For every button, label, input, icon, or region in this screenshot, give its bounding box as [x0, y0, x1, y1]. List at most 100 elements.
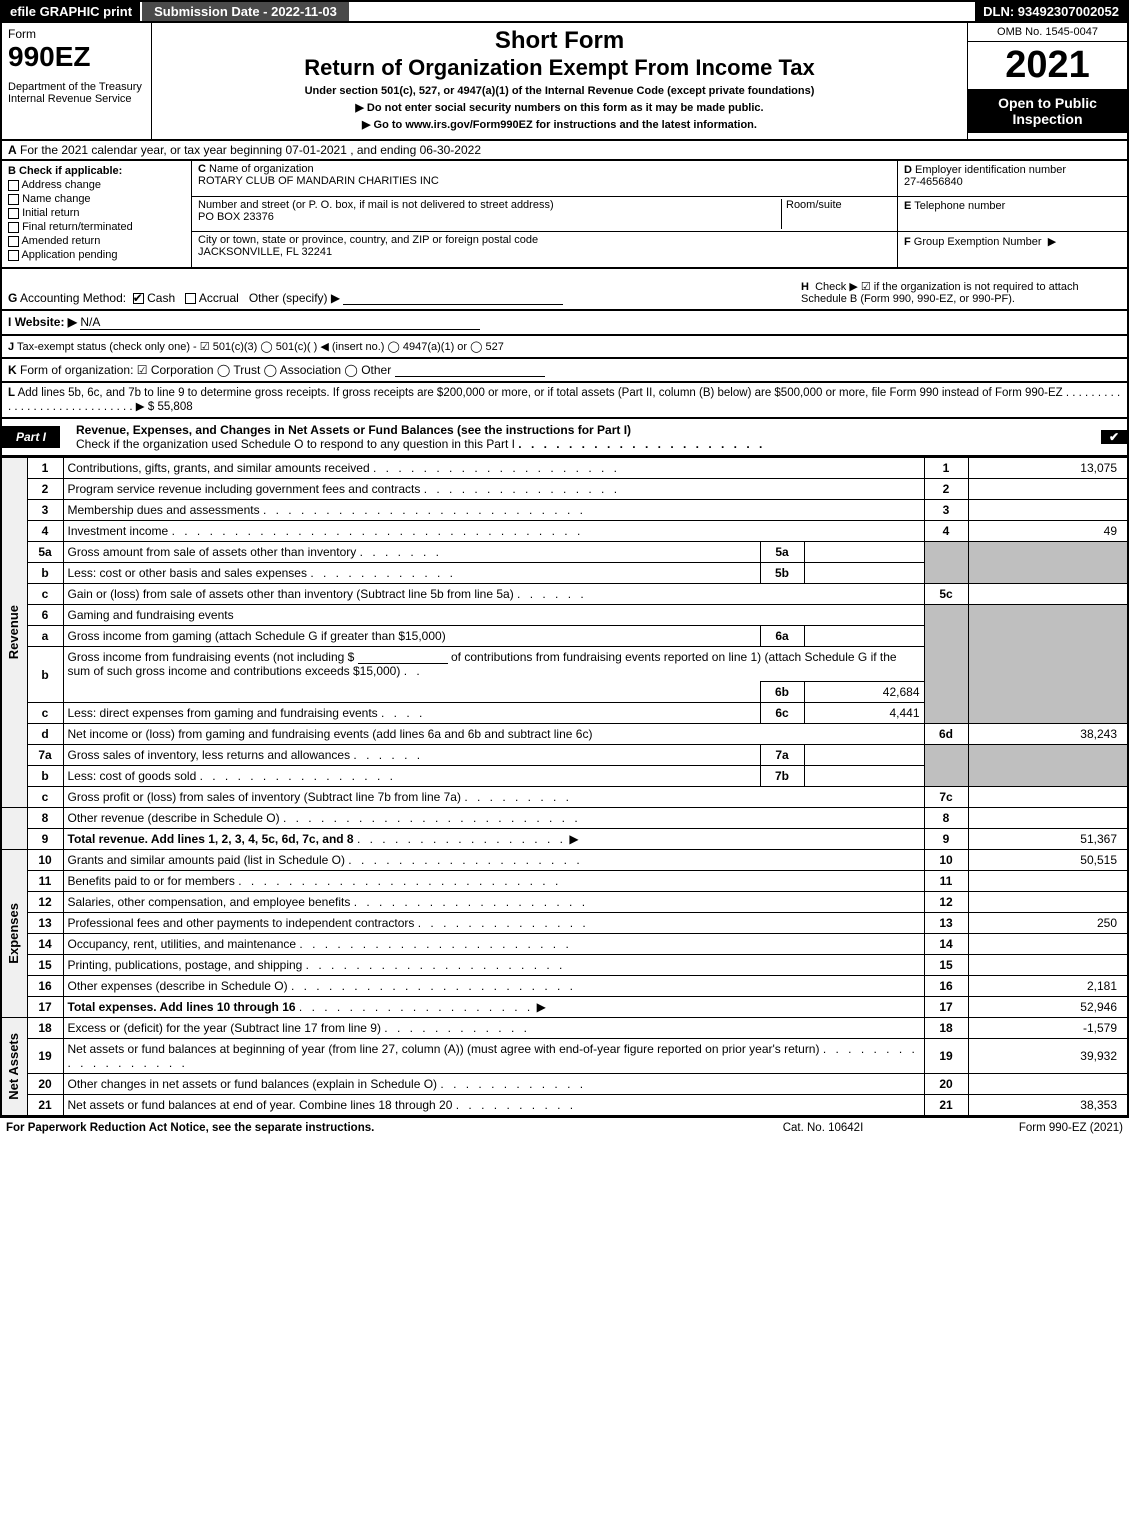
g-accrual: Accrual	[199, 291, 239, 305]
line-6b-contrib-input[interactable]	[358, 650, 448, 664]
line-6-desc: Gaming and fundraising events	[63, 605, 924, 626]
d-label: Employer identification number	[915, 164, 1066, 176]
line-21-desc: Net assets or fund balances at end of ye…	[68, 1098, 453, 1112]
row-k: K Form of organization: ☑ Corporation ◯ …	[0, 359, 1129, 383]
line-7b-desc: Less: cost of goods sold	[68, 769, 197, 783]
line-18-desc: Excess or (deficit) for the year (Subtra…	[68, 1021, 381, 1035]
footer-left: For Paperwork Reduction Act Notice, see …	[6, 1122, 723, 1134]
header-sub3[interactable]: ▶ Go to www.irs.gov/Form990EZ for instru…	[160, 118, 959, 131]
footer-right: Form 990-EZ (2021)	[923, 1122, 1123, 1134]
tax-year: 2021	[968, 42, 1127, 89]
part1-header: Part I Revenue, Expenses, and Changes in…	[0, 419, 1129, 457]
block-c: C Name of organization ROTARY CLUB OF MA…	[192, 161, 897, 267]
line-16-desc: Other expenses (describe in Schedule O)	[68, 979, 288, 993]
l-value: 55,808	[157, 401, 192, 413]
topbar: efile GRAPHIC print Submission Date - 20…	[0, 0, 1129, 23]
line-11-amt	[968, 871, 1128, 892]
b-header: Check if applicable:	[19, 165, 122, 177]
line-10-desc: Grants and similar amounts paid (list in…	[68, 853, 345, 867]
submission-date: Submission Date - 2022-11-03	[140, 2, 349, 21]
line-5a-val	[804, 542, 924, 563]
chk-name-change[interactable]: Name change	[8, 193, 185, 205]
page-footer: For Paperwork Reduction Act Notice, see …	[0, 1117, 1129, 1138]
line-7c-desc: Gross profit or (loss) from sales of inv…	[68, 790, 461, 804]
f-arrow: ▶	[1048, 236, 1056, 248]
line-5c-desc: Gain or (loss) from sale of assets other…	[68, 587, 514, 601]
line-6c-desc: Less: direct expenses from gaming and fu…	[68, 706, 378, 720]
website-value: N/A	[80, 315, 480, 330]
line-16-amt: 2,181	[968, 976, 1128, 997]
line-20-desc: Other changes in net assets or fund bala…	[68, 1077, 438, 1091]
room-suite-label: Room/suite	[781, 199, 891, 230]
k-other-input[interactable]	[395, 363, 545, 377]
line-6a-desc: Gross income from gaming (attach Schedul…	[68, 629, 446, 643]
row-l: L Add lines 5b, 6c, and 7b to line 9 to …	[0, 383, 1129, 419]
line-5b-val	[804, 563, 924, 584]
chk-accrual[interactable]	[185, 293, 196, 304]
line-12-desc: Salaries, other compensation, and employ…	[68, 895, 351, 909]
org-address: PO BOX 23376	[198, 211, 274, 223]
line-a: A For the 2021 calendar year, or tax yea…	[0, 141, 1129, 161]
line-15-amt	[968, 955, 1128, 976]
ein-value: 27-4656840	[904, 176, 963, 188]
line-6d-amt: 38,243	[968, 724, 1128, 745]
f-label: Group Exemption Number	[914, 236, 1042, 248]
line-6c-val: 4,441	[804, 703, 924, 724]
g-other: Other (specify) ▶	[249, 291, 340, 305]
efile-print-label[interactable]: efile GRAPHIC print	[2, 2, 140, 21]
g-cash: Cash	[147, 291, 175, 305]
line-14-desc: Occupancy, rent, utilities, and maintena…	[68, 937, 297, 951]
chk-address-change[interactable]: Address change	[8, 179, 185, 191]
form-header: Form 990EZ Department of the Treasury In…	[0, 23, 1129, 141]
org-city: JACKSONVILLE, FL 32241	[198, 246, 332, 258]
line-7a-val	[804, 745, 924, 766]
return-title: Return of Organization Exempt From Incom…	[160, 55, 959, 81]
header-sub1: Under section 501(c), 527, or 4947(a)(1)…	[160, 85, 959, 97]
chk-initial-return[interactable]: Initial return	[8, 207, 185, 219]
line-14-amt	[968, 934, 1128, 955]
i-label: Website: ▶	[15, 315, 77, 329]
line-13-desc: Professional fees and other payments to …	[68, 916, 415, 930]
c-addr-label: Number and street (or P. O. box, if mail…	[198, 199, 554, 211]
line-7c-amt	[968, 787, 1128, 808]
line-3-amt	[968, 500, 1128, 521]
part1-tab: Part I	[2, 426, 60, 448]
form-word: Form	[8, 27, 145, 41]
line-10-amt: 50,515	[968, 850, 1128, 871]
line-18-amt: -1,579	[968, 1018, 1128, 1039]
expenses-label: Expenses	[6, 899, 21, 968]
line-9-desc: Total revenue. Add lines 1, 2, 3, 4, 5c,…	[68, 832, 354, 846]
line-19-desc: Net assets or fund balances at beginning…	[68, 1042, 820, 1056]
line-17-amt: 52,946	[968, 997, 1128, 1018]
line-5b-desc: Less: cost or other basis and sales expe…	[68, 566, 307, 580]
line-6d-desc: Net income or (loss) from gaming and fun…	[68, 727, 593, 741]
line-20-amt	[968, 1074, 1128, 1095]
chk-amended-return[interactable]: Amended return	[8, 235, 185, 247]
part1-checkbox[interactable]: ✔	[1101, 430, 1127, 444]
line-15-desc: Printing, publications, postage, and shi…	[68, 958, 303, 972]
part1-title: Revenue, Expenses, and Changes in Net As…	[76, 423, 631, 437]
chk-final-return[interactable]: Final return/terminated	[8, 221, 185, 233]
line-9-amt: 51,367	[968, 829, 1128, 850]
part1-table: Revenue 1Contributions, gifts, grants, a…	[0, 457, 1129, 1117]
line-6b-val: 42,684	[804, 682, 924, 703]
line-6a-val	[804, 626, 924, 647]
row-g-h: G Accounting Method: Cash Accrual Other …	[0, 269, 1129, 311]
line-7a-desc: Gross sales of inventory, less returns a…	[68, 748, 351, 762]
block-b-to-f: B Check if applicable: Address change Na…	[0, 161, 1129, 269]
g-label: Accounting Method:	[20, 291, 126, 305]
line-2-amt	[968, 479, 1128, 500]
line-a-text: For the 2021 calendar year, or tax year …	[20, 143, 481, 157]
line-11-desc: Benefits paid to or for members	[68, 874, 235, 888]
chk-cash[interactable]	[133, 293, 144, 304]
line-6b-pre: Gross income from fundraising events (no…	[68, 650, 355, 664]
chk-application-pending[interactable]: Application pending	[8, 249, 185, 261]
line-12-amt	[968, 892, 1128, 913]
g-other-input[interactable]	[343, 291, 563, 305]
block-def: D Employer identification number27-46568…	[897, 161, 1127, 267]
k-text: Form of organization: ☑ Corporation ◯ Tr…	[20, 363, 391, 377]
short-form-title: Short Form	[160, 27, 959, 55]
line-13-amt: 250	[968, 913, 1128, 934]
revenue-label: Revenue	[6, 601, 21, 663]
dept-label: Department of the Treasury Internal Reve…	[8, 81, 145, 105]
